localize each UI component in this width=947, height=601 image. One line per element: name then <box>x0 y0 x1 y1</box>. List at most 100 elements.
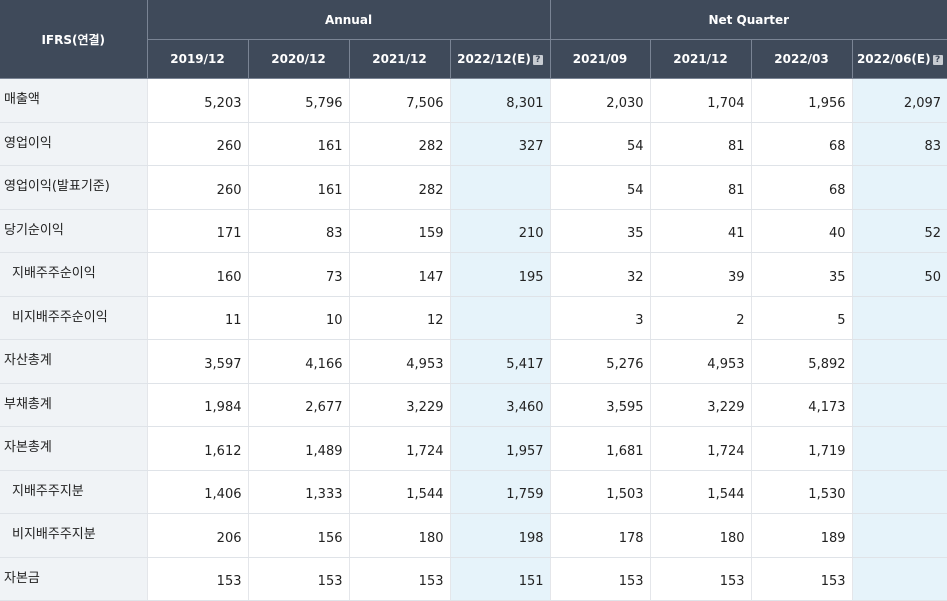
value-cell: 153 <box>751 557 853 601</box>
estimate-value-cell: 1,957 <box>450 426 551 471</box>
value-cell: 160 <box>147 252 249 297</box>
period-header: 2019/12 <box>147 39 249 79</box>
value-cell: 2,677 <box>248 383 350 427</box>
value-cell: 5,892 <box>751 339 853 384</box>
value-cell: 41 <box>650 209 752 253</box>
value-cell: 7,506 <box>349 78 451 123</box>
estimate-value-cell <box>450 165 551 210</box>
value-cell: 5 <box>751 296 853 340</box>
table-row: 자산총계 3,597 4,166 4,953 5,417 5,276 4,953 5,892 <box>0 339 947 384</box>
value-cell: 161 <box>248 165 350 210</box>
row-label: 지배주주순이익 <box>0 252 148 297</box>
value-cell: 11 <box>147 296 249 340</box>
estimate-value-cell <box>852 470 947 514</box>
row-label: 매출액 <box>0 78 148 123</box>
value-cell: 180 <box>349 513 451 558</box>
value-cell: 153 <box>349 557 451 601</box>
value-cell: 206 <box>147 513 249 558</box>
value-cell: 1,544 <box>650 470 752 514</box>
value-cell: 81 <box>650 122 752 166</box>
estimate-value-cell: 83 <box>852 122 947 166</box>
value-cell: 1,530 <box>751 470 853 514</box>
estimate-value-cell: 50 <box>852 252 947 297</box>
value-cell: 260 <box>147 165 249 210</box>
table-row: 영업이익 260 161 282 327 54 81 68 83 <box>0 122 947 166</box>
table-row: 당기순이익 171 83 159 210 35 41 40 52 <box>0 209 947 253</box>
value-cell: 1,612 <box>147 426 249 471</box>
value-cell: 153 <box>650 557 752 601</box>
value-cell: 3,597 <box>147 339 249 384</box>
value-cell: 35 <box>550 209 651 253</box>
estimate-value-cell: 151 <box>450 557 551 601</box>
row-label: 비지배주주순이익 <box>0 296 148 340</box>
table-row: 비지배주주순이익 11 10 12 3 2 5 <box>0 296 947 340</box>
value-cell: 153 <box>550 557 651 601</box>
table-corner-header: IFRS(연결) <box>0 0 148 79</box>
estimate-value-cell <box>852 383 947 427</box>
row-label: 자본총계 <box>0 426 148 471</box>
table-row: 지배주주지분 1,406 1,333 1,544 1,759 1,503 1,544 1,53… <box>0 470 947 514</box>
value-cell: 4,953 <box>349 339 451 384</box>
estimate-value-cell: 210 <box>450 209 551 253</box>
value-cell: 1,489 <box>248 426 350 471</box>
estimate-value-cell: 327 <box>450 122 551 166</box>
value-cell: 2,030 <box>550 78 651 123</box>
estimate-value-cell <box>852 557 947 601</box>
value-cell: 189 <box>751 513 853 558</box>
value-cell: 3,229 <box>650 383 752 427</box>
value-cell: 5,276 <box>550 339 651 384</box>
net-quarter-header: Net Quarter <box>550 0 947 40</box>
row-label: 지배주주지분 <box>0 470 148 514</box>
value-cell: 1,333 <box>248 470 350 514</box>
row-label: 영업이익(발표기준) <box>0 165 148 210</box>
value-cell: 32 <box>550 252 651 297</box>
estimate-value-cell <box>852 426 947 471</box>
row-label: 자산총계 <box>0 339 148 384</box>
value-cell: 282 <box>349 122 451 166</box>
value-cell: 178 <box>550 513 651 558</box>
period-header: 2021/09 <box>550 39 651 79</box>
value-cell: 1,544 <box>349 470 451 514</box>
value-cell: 68 <box>751 165 853 210</box>
period-header-estimate: 2022/12(E)? <box>450 39 551 79</box>
value-cell: 1,406 <box>147 470 249 514</box>
value-cell: 1,719 <box>751 426 853 471</box>
question-icon[interactable]: ? <box>932 55 943 65</box>
value-cell: 1,503 <box>550 470 651 514</box>
value-cell: 68 <box>751 122 853 166</box>
value-cell: 81 <box>650 165 752 210</box>
row-label: 영업이익 <box>0 122 148 166</box>
value-cell: 1,984 <box>147 383 249 427</box>
value-cell: 1,704 <box>650 78 752 123</box>
period-header: 2021/12 <box>650 39 752 79</box>
table-row: 영업이익(발표기준) 260 161 282 54 81 68 <box>0 165 947 210</box>
table-row: 자본금 153 153 153 151 153 153 153 <box>0 557 947 601</box>
value-cell: 3 <box>550 296 651 340</box>
value-cell: 12 <box>349 296 451 340</box>
estimate-value-cell <box>852 513 947 558</box>
value-cell: 5,796 <box>248 78 350 123</box>
estimate-value-cell: 8,301 <box>450 78 551 123</box>
value-cell: 4,166 <box>248 339 350 384</box>
value-cell: 2 <box>650 296 752 340</box>
period-header: 2021/12 <box>349 39 451 79</box>
value-cell: 1,724 <box>650 426 752 471</box>
annual-header: Annual <box>147 0 551 40</box>
estimate-value-cell: 2,097 <box>852 78 947 123</box>
estimate-value-cell: 1,759 <box>450 470 551 514</box>
question-icon[interactable]: ? <box>532 55 543 65</box>
value-cell: 171 <box>147 209 249 253</box>
value-cell: 260 <box>147 122 249 166</box>
period-header: 2020/12 <box>248 39 350 79</box>
value-cell: 3,229 <box>349 383 451 427</box>
estimate-value-cell <box>852 339 947 384</box>
value-cell: 161 <box>248 122 350 166</box>
value-cell: 3,595 <box>550 383 651 427</box>
estimate-value-cell: 195 <box>450 252 551 297</box>
value-cell: 1,956 <box>751 78 853 123</box>
value-cell: 4,953 <box>650 339 752 384</box>
value-cell: 73 <box>248 252 350 297</box>
estimate-value-cell: 52 <box>852 209 947 253</box>
row-label: 당기순이익 <box>0 209 148 253</box>
